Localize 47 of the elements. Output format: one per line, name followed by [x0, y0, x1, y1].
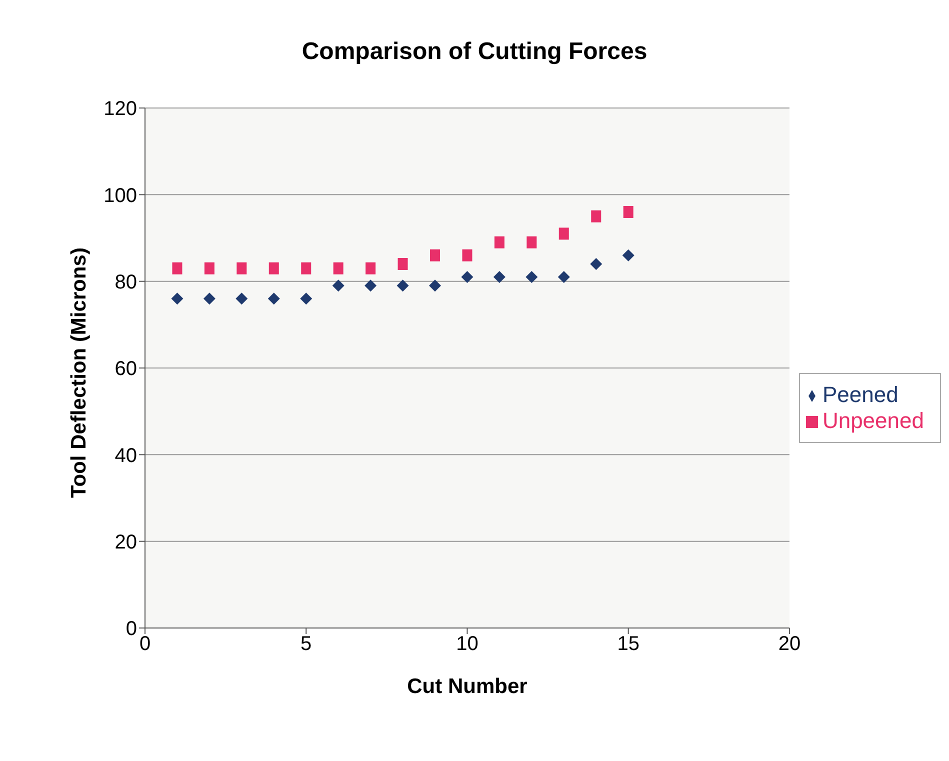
y-tick-label: 100 — [104, 184, 137, 207]
x-tick-label: 0 — [139, 633, 151, 656]
point — [430, 249, 440, 262]
y-tick-label: 80 — [114, 271, 137, 294]
point — [333, 262, 344, 274]
point — [268, 292, 280, 305]
point — [398, 258, 408, 270]
y-axis-title: Tool Deflection (Microns) — [67, 248, 90, 498]
point — [204, 262, 214, 274]
point — [396, 280, 409, 292]
point — [429, 280, 442, 292]
point — [461, 271, 474, 283]
y-tick-label: 40 — [114, 444, 137, 467]
point — [462, 249, 472, 262]
point — [526, 271, 538, 283]
x-tick-label: 10 — [456, 633, 478, 656]
point — [622, 249, 634, 262]
point — [526, 236, 537, 248]
point — [301, 262, 312, 274]
y-tick-label: 20 — [114, 531, 137, 554]
point — [558, 228, 569, 240]
point — [494, 236, 504, 248]
legend-label: Unpeened — [822, 408, 924, 433]
point — [591, 210, 602, 222]
x-axis-title: Cut Number — [407, 675, 528, 698]
y-tick-label: 120 — [104, 98, 137, 120]
y-tick-label: 0 — [126, 618, 137, 640]
point — [364, 280, 377, 292]
point — [366, 262, 376, 274]
x-tick-label: 20 — [778, 633, 801, 656]
x-tick-label: 15 — [617, 633, 640, 656]
point — [203, 292, 216, 305]
x-tick-label: 5 — [300, 633, 312, 656]
legend-label: Peened — [822, 382, 898, 407]
point — [172, 262, 182, 274]
chart-title: Comparison of Cutting Forces — [300, 37, 648, 67]
point — [493, 271, 506, 283]
point — [590, 258, 602, 270]
point — [300, 292, 312, 305]
point — [623, 206, 634, 218]
point — [558, 271, 570, 283]
point — [236, 262, 247, 274]
point — [332, 280, 344, 292]
point — [268, 262, 279, 274]
point — [236, 292, 248, 305]
y-tick-label: 60 — [114, 358, 137, 380]
point — [171, 292, 184, 305]
